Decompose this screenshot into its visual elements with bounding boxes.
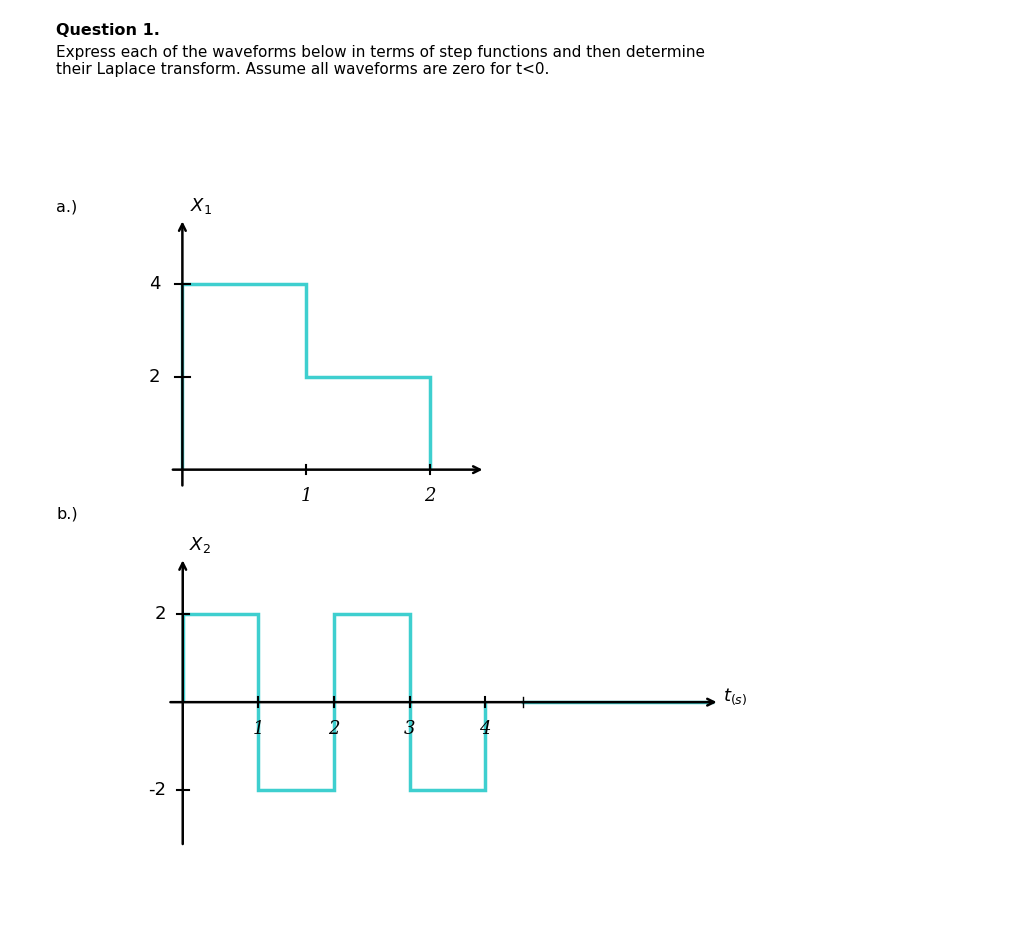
Text: 2: 2 bbox=[148, 367, 160, 386]
Text: 1: 1 bbox=[253, 720, 264, 737]
Text: $t_{(s)}$: $t_{(s)}$ bbox=[723, 686, 748, 707]
Text: a.): a.) bbox=[56, 200, 78, 215]
Text: 4: 4 bbox=[148, 274, 160, 293]
Text: Express each of the waveforms below in terms of step functions and then determin: Express each of the waveforms below in t… bbox=[56, 45, 706, 77]
Text: $X_2$: $X_2$ bbox=[188, 536, 211, 555]
Text: $X_1$: $X_1$ bbox=[189, 196, 212, 217]
Text: -2: -2 bbox=[148, 781, 166, 799]
Text: 3: 3 bbox=[403, 720, 416, 737]
Text: 2: 2 bbox=[424, 487, 435, 505]
Text: Question 1.: Question 1. bbox=[56, 23, 160, 38]
Text: 4: 4 bbox=[479, 720, 490, 737]
Text: b.): b.) bbox=[56, 507, 78, 522]
Text: 1: 1 bbox=[300, 487, 311, 505]
Text: 2: 2 bbox=[155, 605, 166, 623]
Text: 2: 2 bbox=[328, 720, 340, 737]
